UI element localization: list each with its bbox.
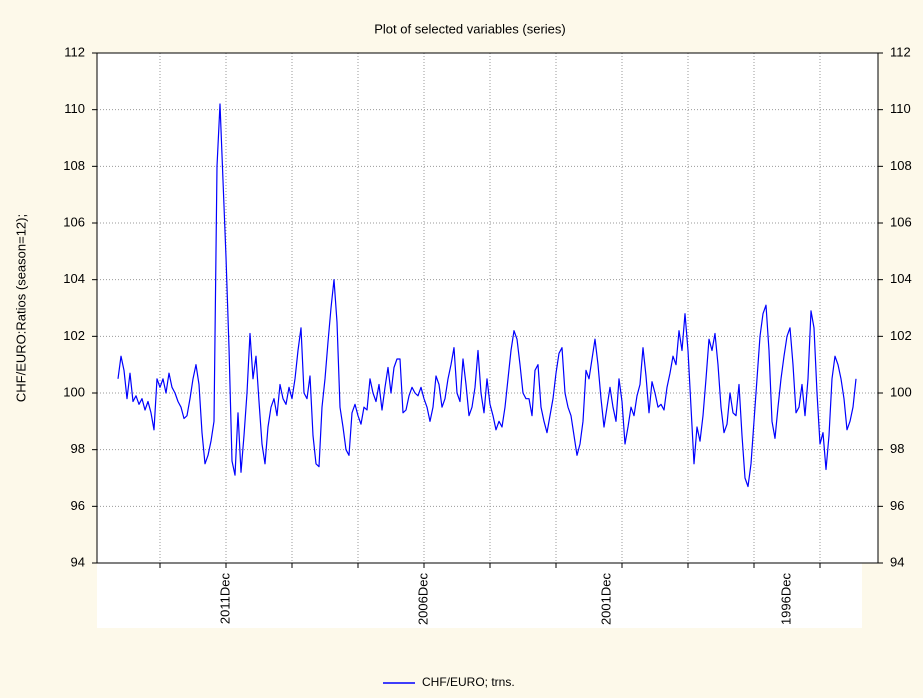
data-line <box>117 103 857 488</box>
y2-tick-label: 102 <box>890 328 912 343</box>
y-tick-label: 102 <box>63 328 85 343</box>
y-tick-label: 100 <box>63 384 85 399</box>
x-tick-label: 2011Dec <box>217 573 232 625</box>
plot-area <box>97 53 878 563</box>
y2-tick-label: 112 <box>890 44 911 59</box>
grid <box>97 53 878 563</box>
y2-tick-label: 100 <box>890 384 912 399</box>
y-tick-label: 98 <box>71 441 85 456</box>
y2-tick-label: 98 <box>890 441 904 456</box>
axes: 94 96 98 100 102 104 106 108 110 112 94 96 98 100 102 1… <box>63 44 911 625</box>
chart-title: Plot of selected variables (series) <box>374 21 565 36</box>
y2-tick-label: 96 <box>890 498 904 513</box>
y2-tick-label: 104 <box>890 271 912 286</box>
y2-tick-label: 106 <box>890 214 912 229</box>
y-tick-label: 96 <box>71 498 85 513</box>
y-tick-label: 112 <box>64 44 85 59</box>
y2-tick-label: 108 <box>890 158 912 173</box>
y-tick-label: 104 <box>63 271 85 286</box>
x-tick-label: 1996Dec <box>778 573 793 626</box>
marks <box>117 103 857 488</box>
x-tick-label: 2001Dec <box>598 573 613 626</box>
legend: CHF/EURO; trns. <box>383 675 515 689</box>
y-tick-label: 108 <box>63 158 85 173</box>
y2-tick-label: 94 <box>890 554 904 569</box>
y2-tick-label: 110 <box>890 101 911 116</box>
plot-frame <box>96 52 879 564</box>
x-label-area <box>97 563 862 628</box>
y-axis-label: CHF/EURO:Ratios (season=12); <box>13 214 28 402</box>
y-tick-label: 106 <box>63 214 85 229</box>
y-tick-label: 110 <box>64 101 85 116</box>
x-tick-label: 2006Dec <box>415 573 430 626</box>
legend-label: CHF/EURO; trns. <box>422 675 515 689</box>
y-tick-label: 94 <box>71 554 85 569</box>
